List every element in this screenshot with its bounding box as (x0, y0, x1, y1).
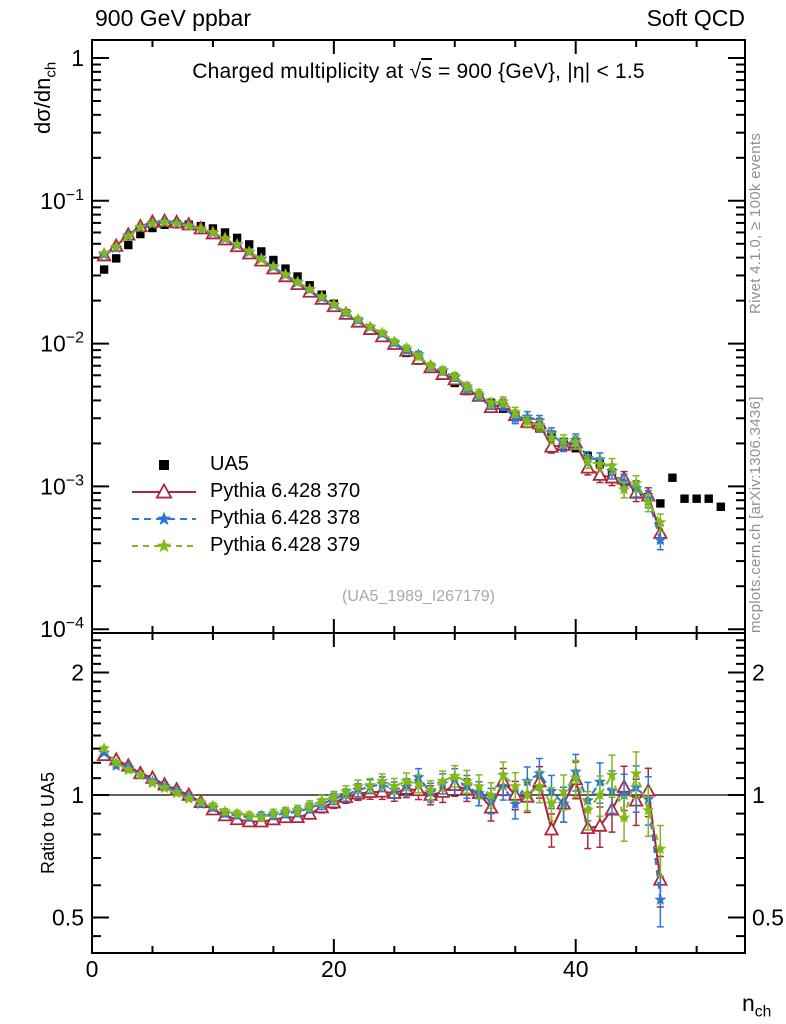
plot-title: Charged multiplicity at √s = 900 {GeV}, … (92, 60, 745, 84)
svg-text:0.5: 0.5 (52, 905, 84, 931)
legend-item-pythia-379: Pythia 6.428 379 (128, 532, 360, 559)
header-beam-label: 900 GeV ppbar (95, 5, 252, 31)
svg-text:2: 2 (71, 660, 84, 686)
legend-label-pythia-370: Pythia 6.428 370 (210, 480, 361, 502)
svg-text:1: 1 (71, 782, 84, 808)
legend-label-ua5: UA5 (210, 453, 249, 475)
plot-title-sqrt-arg: s (421, 60, 432, 83)
svg-text:40: 40 (563, 956, 589, 982)
svg-text:20: 20 (321, 956, 347, 982)
plot-title-post: = 900 {GeV}, |η| < 1.5 (431, 60, 645, 83)
x-axis-title-sub: ch (754, 1003, 772, 1021)
main-y-axis-title: dσ/dnch (30, 62, 59, 134)
analysis-id-watermark: (UA5_1989_I267179) (341, 588, 495, 605)
ratio-y-axis-title: Ratio to UA5 (38, 771, 58, 874)
header-process-label: Soft QCD (646, 5, 745, 31)
legend-label-pythia-378: Pythia 6.428 378 (210, 507, 361, 529)
main-y-axis-title-base: dσ/dn (30, 77, 55, 134)
legend: UA5 Pythia 6.428 370 Pythia 6.428 378 Py… (128, 451, 360, 559)
svg-text:1: 1 (71, 45, 84, 71)
legend-item-pythia-370: Pythia 6.428 370 (128, 478, 360, 505)
plot-title-pre: Charged multiplicity at √ (192, 60, 422, 83)
main-y-axis-title-sub: ch (42, 61, 60, 78)
legend-marker-star-blue-icon (132, 511, 196, 525)
legend-marker-triangle-icon (132, 482, 196, 498)
svg-text:1: 1 (752, 782, 765, 808)
svg-text:0.5: 0.5 (752, 905, 784, 931)
mcplots-attribution-note: mcplots.cern.ch [arXiv:1306.3436] (747, 396, 764, 633)
legend-marker-square-icon (159, 459, 169, 470)
svg-text:10−2: 10−2 (40, 330, 84, 357)
legend-item-pythia-378: Pythia 6.428 378 (128, 505, 360, 532)
svg-text:2: 2 (752, 660, 765, 686)
x-axis-title: nch (742, 990, 771, 1022)
legend-marker-star-green-icon (132, 538, 196, 552)
svg-text:0: 0 (86, 956, 99, 982)
legend-label-pythia-379: Pythia 6.428 379 (210, 534, 361, 556)
legend-item-ua5: UA5 (128, 451, 360, 478)
x-axis-title-base: n (742, 990, 755, 1016)
svg-text:10−4: 10−4 (40, 615, 84, 642)
rivet-version-note: Rivet 4.1.0, ≥ 100k events (747, 132, 764, 314)
svg-text:10−3: 10−3 (40, 472, 84, 499)
svg-text:10−1: 10−1 (40, 187, 84, 214)
